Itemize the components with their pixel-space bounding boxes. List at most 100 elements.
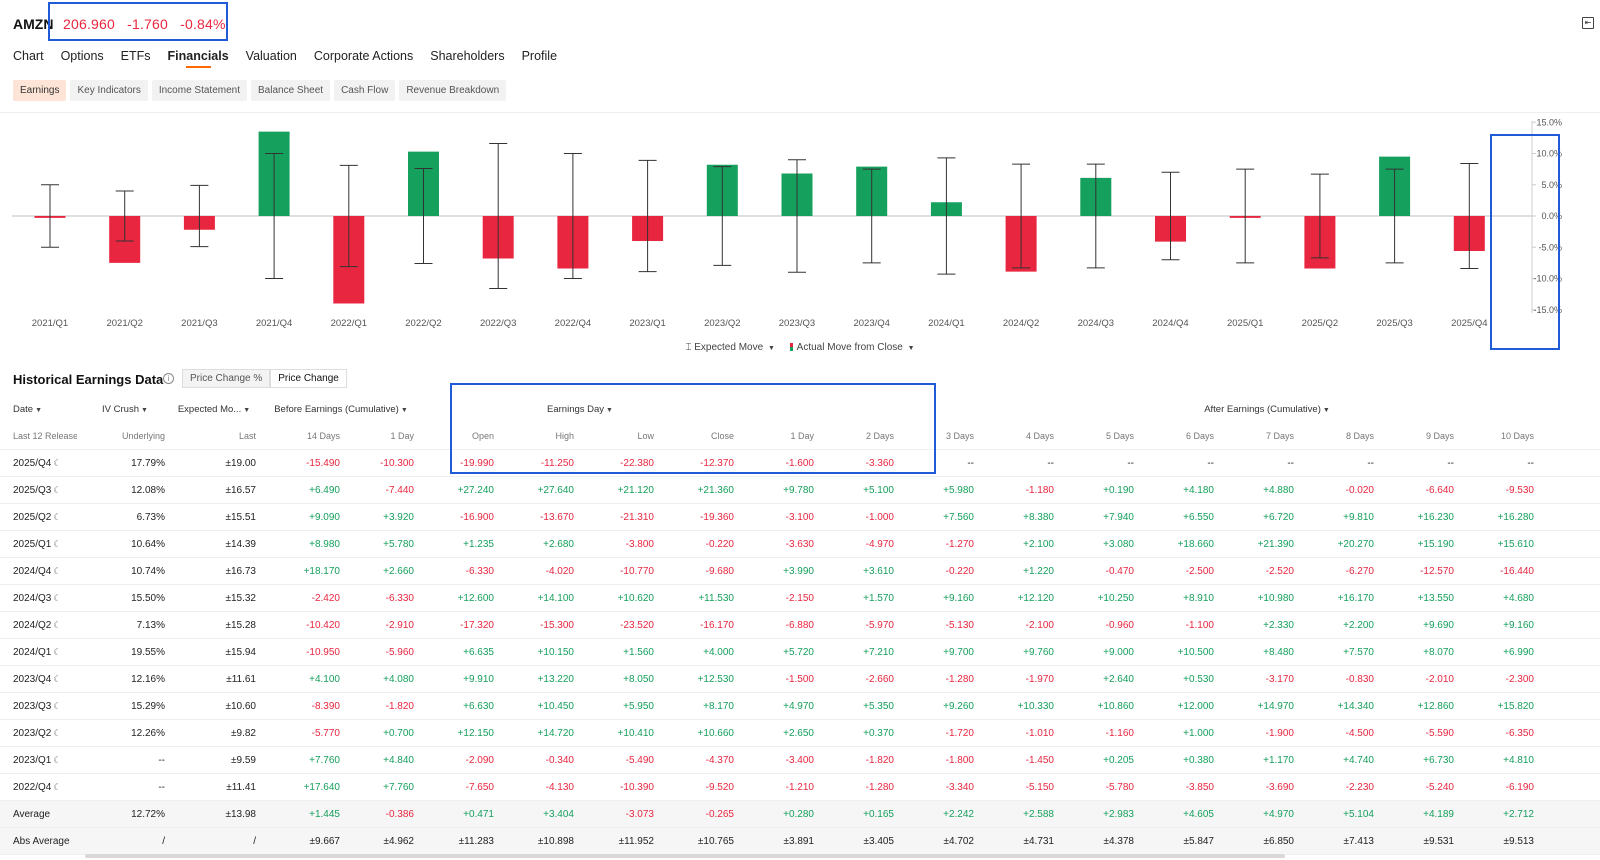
price-change: -1.760 [127, 16, 169, 32]
table-cell: -1.900 [1265, 728, 1294, 739]
release-date: 2023/Q1 ☾ [13, 747, 77, 774]
x-tick-label: 2025/Q3 [1376, 318, 1412, 329]
y-tick-label: 10.0% [1536, 149, 1562, 159]
quote-values: 206.960 -1.760 -0.84% [63, 16, 234, 32]
table-cell: +0.205 [1103, 755, 1134, 766]
header-expected-move[interactable]: Expected Mo... ▼ [172, 396, 256, 423]
table-cell: ±10.765 [697, 836, 734, 847]
subtab-revenue-breakdown[interactable]: Revenue Breakdown [399, 80, 507, 101]
table-cell: +2.680 [543, 539, 574, 550]
legend-label: Actual Move from Close [796, 342, 903, 353]
table-cell: +9.700 [943, 647, 974, 658]
table-cell: +9.160 [943, 593, 974, 604]
table-cell: +4.605 [1183, 809, 1214, 820]
header-earnings-day[interactable]: Earnings Day ▼ [500, 396, 660, 423]
subtab-cash-flow[interactable]: Cash Flow [334, 80, 396, 101]
table-cell: +18.660 [1177, 539, 1214, 550]
table-cell: / [162, 836, 165, 847]
table-cell: -6.640 [1425, 485, 1454, 496]
nav-tab-valuation[interactable]: Valuation [245, 49, 297, 63]
table-cell: -5.590 [1425, 728, 1454, 739]
nav-tab-etfs[interactable]: ETFs [120, 49, 151, 63]
nav-tab-corporate-actions[interactable]: Corporate Actions [313, 49, 414, 63]
table-cell: +1.235 [463, 539, 494, 550]
toggle-price-change-pct[interactable]: Price Change % [182, 369, 271, 388]
table-cell: ±11.41 [226, 782, 256, 793]
table-cell: +2.330 [1263, 620, 1294, 631]
nav-tab-chart[interactable]: Chart [13, 49, 44, 63]
table-cell: +16.230 [1417, 512, 1454, 523]
table-cell: +27.240 [457, 485, 494, 496]
table-cell: -11.250 [540, 458, 574, 469]
table-cell: ±7.413 [1343, 836, 1374, 847]
table-cell: -1.820 [865, 755, 894, 766]
table-cell: -5.490 [625, 755, 654, 766]
column-header: 6 Days [1185, 431, 1214, 441]
table-cell: ±14.39 [225, 539, 256, 550]
table-cell: +6.730 [1423, 755, 1454, 766]
info-icon[interactable]: i [163, 373, 174, 384]
table-cell: 10.64% [131, 539, 165, 550]
table-cell: -9.520 [705, 782, 734, 793]
table-row: 2025/Q1 ☾ 10.64% ±14.39 +8.980 +5.780 +1.235 +2… [0, 531, 1600, 558]
horizontal-scrollbar[interactable] [85, 854, 1285, 858]
quote-highlight-box [48, 2, 228, 41]
subtab-key-indicators[interactable]: Key Indicators [70, 80, 148, 101]
subtab-balance-sheet[interactable]: Balance Sheet [251, 80, 331, 101]
header-label: IV Crush [102, 404, 140, 415]
nav-tab-profile[interactable]: Profile [521, 49, 558, 63]
table-cell: -15.300 [540, 620, 574, 631]
table-row: 2023/Q1 ☾ -- ±9.59 +7.760 +4.840 -2.090 -0.340 -… [0, 747, 1600, 774]
nav-tab-options[interactable]: Options [60, 49, 104, 63]
table-cell: ±4.962 [383, 836, 414, 847]
release-date-label: 2025/Q1 [13, 539, 52, 550]
table-cell: +8.050 [623, 674, 654, 685]
table-cell: +16.280 [1497, 512, 1534, 523]
after-close-icon: ☾ [53, 701, 62, 711]
summary-row: Average 12.72% ±13.98 +1.445 -0.386 +0.471 +3.… [0, 801, 1600, 828]
header-date[interactable]: Date ▼ [13, 396, 73, 423]
table-cell: -4.020 [545, 566, 574, 577]
table-cell: -- [158, 782, 165, 793]
table-cell: -10.770 [620, 566, 654, 577]
table-cell: 12.16% [131, 674, 165, 685]
table-cell: +4.100 [309, 674, 340, 685]
table-cell: +20.270 [1337, 539, 1374, 550]
caret-down-icon: ▼ [1322, 407, 1330, 414]
header-before-earnings[interactable]: Before Earnings (Cumulative) ▼ [262, 396, 420, 423]
table-cell: ±15.28 [225, 620, 256, 631]
release-date: 2025/Q1 ☾ [13, 531, 77, 558]
toggle-price-change[interactable]: Price Change [270, 369, 347, 388]
table-cell: -19.360 [700, 512, 734, 523]
table-cell: +14.970 [1257, 701, 1294, 712]
table-cell: -16.440 [1500, 566, 1534, 577]
header-label: Date [13, 404, 34, 415]
x-tick-label: 2025/Q2 [1302, 318, 1338, 329]
collapse-panel-icon[interactable]: ⇤ [1582, 17, 1594, 29]
subtab-income-statement[interactable]: Income Statement [151, 80, 247, 101]
table-cell: -1.450 [1025, 755, 1054, 766]
table-cell: +6.490 [309, 485, 340, 496]
table-cell: +2.242 [943, 809, 974, 820]
nav-tab-financials[interactable]: Financials [167, 49, 229, 68]
table-cell: -10.420 [306, 620, 340, 631]
legend-expected-move[interactable]: ⌶ Expected Move ▼ [685, 342, 774, 353]
release-date: 2024/Q3 ☾ [13, 585, 77, 612]
table-cell: -0.960 [1105, 620, 1134, 631]
nav-tab-shareholders[interactable]: Shareholders [430, 49, 505, 63]
table-cell: ±15.32 [225, 593, 256, 604]
subtab-earnings[interactable]: Earnings [13, 80, 67, 101]
chart-highlight-box [1490, 134, 1560, 350]
summary-row: Abs Average / / ±9.667 ±4.962 ±11.283 ±10.898 ±… [0, 828, 1600, 855]
table-cell: -0.830 [1345, 674, 1374, 685]
table-cell: -3.400 [785, 755, 814, 766]
table-subheader-row: Last 12 Release Underlying Last 14 Days 1 Da… [0, 423, 1600, 450]
table-cell: -0.020 [1345, 485, 1374, 496]
legend-actual-move[interactable]: Actual Move from Close ▼ [789, 342, 915, 353]
header-after-earnings[interactable]: After Earnings (Cumulative) ▼ [900, 396, 1600, 423]
table-row: 2024/Q3 ☾ 15.50% ±15.32 -2.420 -6.330 +12.600 +… [0, 585, 1600, 612]
table-cell: -1.500 [785, 674, 814, 685]
table-cell: +6.720 [1263, 512, 1294, 523]
header-iv-crush[interactable]: IV Crush ▼ [85, 396, 165, 423]
table-cell: +7.210 [863, 647, 894, 658]
